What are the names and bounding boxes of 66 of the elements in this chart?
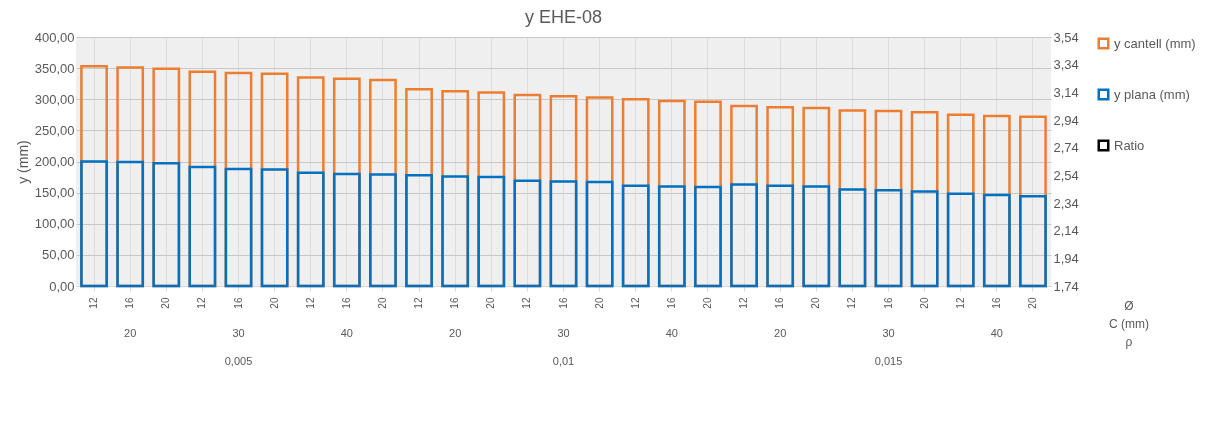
y2-tick-label: 2,54 [1053, 167, 1079, 183]
text: 30 [557, 327, 570, 339]
legend-label: Ratio [1114, 137, 1145, 153]
y2-tick-label: 3,34 [1053, 57, 1079, 73]
x-tick-label: 12 [304, 297, 316, 309]
y-tick-label: 100,00 [34, 216, 75, 232]
y-tick-label: 350,00 [34, 60, 75, 76]
x-tick-label: 20 [376, 297, 388, 309]
y-tick-label: 200,00 [34, 154, 75, 169]
y2-tick-label: 1,74 [1053, 278, 1079, 294]
text: 20 [774, 327, 787, 339]
y-tick-label: 300,00 [34, 91, 75, 107]
x-tick-label: 12 [413, 297, 425, 309]
legend-label: y plana (mm) [1114, 86, 1190, 102]
text: 30 [232, 327, 245, 339]
text: 40 [990, 327, 1003, 339]
text: C (mm) [1109, 317, 1149, 331]
y-tick-label: 150,00 [34, 185, 75, 201]
y-tick-label: 250,00 [34, 122, 75, 138]
text: 20 [449, 327, 462, 339]
text: 40 [665, 327, 678, 339]
x-tick-label: 16 [232, 297, 244, 309]
x-tick-label: 16 [124, 297, 136, 309]
x-tick-label: 12 [738, 297, 750, 309]
y-tick-label: 50,00 [41, 247, 75, 263]
x-tick-label: 12 [88, 297, 100, 309]
legend-label: y cantell (mm) [1114, 35, 1196, 51]
text: 30 [882, 327, 895, 339]
text: ρ [1125, 335, 1133, 349]
x-tick-label: 12 [196, 297, 208, 309]
y2-tick-label: 2,34 [1053, 195, 1079, 211]
y2-tick-label: 3,54 [1053, 29, 1079, 45]
text: 0,015 [874, 355, 903, 367]
x-tick-label: 16 [665, 297, 677, 309]
x-tick-label: 20 [485, 297, 497, 309]
x-tick-label: 12 [846, 297, 858, 309]
x-tick-label: 20 [593, 297, 605, 309]
text: 20 [124, 327, 137, 339]
y2-tick-label: 3,14 [1053, 84, 1079, 100]
y-tick-label: 400,00 [34, 29, 75, 45]
text: 40 [340, 327, 353, 339]
text: Ø [1124, 299, 1134, 313]
x-tick-label: 20 [918, 297, 930, 309]
y2-tick-label: 1,94 [1053, 250, 1079, 266]
text: 0,005 [224, 355, 253, 367]
y2-tick-label: 2,14 [1053, 223, 1079, 239]
y-tick-label: 0,00 [49, 278, 75, 294]
x-tick-label: 16 [774, 297, 786, 309]
x-tick-label: 16 [990, 297, 1002, 309]
x-tick-label: 20 [701, 297, 713, 309]
text: 0,01 [552, 355, 575, 367]
y-axis-title: y (mm) [14, 140, 31, 184]
x-tick-label: 20 [268, 297, 280, 309]
x-tick-label: 12 [521, 297, 533, 309]
x-tick-label: 20 [810, 297, 822, 309]
chart-title: y EHE-08 [524, 7, 603, 27]
x-tick-label: 20 [1026, 297, 1038, 309]
x-tick-label: 12 [954, 297, 966, 309]
x-tick-label: 16 [882, 297, 894, 309]
y2-tick-label: 2,94 [1053, 112, 1079, 128]
x-tick-label: 16 [340, 297, 352, 309]
y2-tick-label: 2,74 [1053, 140, 1079, 156]
x-tick-label: 12 [629, 297, 641, 309]
x-tick-label: 20 [160, 297, 172, 309]
x-tick-label: 16 [557, 297, 569, 309]
x-tick-label: 16 [449, 297, 461, 309]
